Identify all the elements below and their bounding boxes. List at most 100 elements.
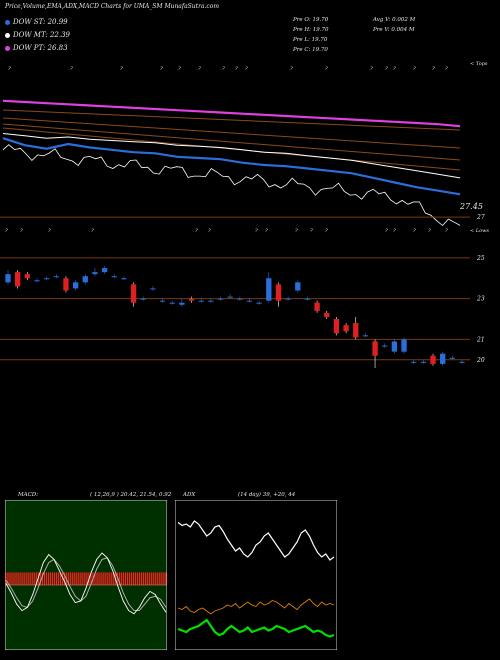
macd-hist-bar-69 xyxy=(145,572,147,585)
macd-hist-bar-67 xyxy=(140,572,143,585)
candle-body-19 xyxy=(188,298,195,301)
macd-hist-bar-33 xyxy=(72,572,74,585)
macd-hist-bar-64 xyxy=(134,572,137,585)
adx-chart xyxy=(175,500,337,650)
macd-hist-bar-26 xyxy=(57,572,60,585)
macd-hist-bar-37 xyxy=(80,572,82,585)
candle-body-9 xyxy=(92,272,98,275)
candle-body-1 xyxy=(15,272,21,287)
macd-hist-bar-74 xyxy=(155,572,157,585)
macd-hist-bar-24 xyxy=(53,572,56,585)
macd-hist-bar-42 xyxy=(90,572,92,585)
top-marker-16: ? xyxy=(445,66,448,72)
price-line xyxy=(2,144,461,227)
candle-body-34 xyxy=(333,319,340,334)
low-marker-12: ? xyxy=(393,228,396,234)
candle-body-13 xyxy=(130,284,137,303)
top-marker-12: ? xyxy=(385,66,388,72)
macd-hist-bar-56 xyxy=(118,572,120,585)
macd-hist-bar-78 xyxy=(163,572,165,585)
ema-series-dow-pt xyxy=(2,99,461,128)
candle-body-31 xyxy=(304,298,311,300)
top-marker-4: ? xyxy=(178,66,181,72)
macd-params: ( 12,26,9 ) 20.42, 21.54, 0.92 xyxy=(90,492,172,498)
ohlc-prev-volume: Pre V: 0.004 M xyxy=(373,27,415,33)
macd-hist-bar-79 xyxy=(165,572,167,585)
macd-hist-bar-51 xyxy=(108,572,110,585)
price-tick-0: 27 xyxy=(476,214,485,221)
low-marker-15: ? xyxy=(445,228,448,234)
candle-body-37 xyxy=(362,335,369,337)
candle-body-29 xyxy=(285,298,291,300)
macd-hist-bar-49 xyxy=(104,572,106,585)
macd-hist-bar-23 xyxy=(51,572,54,585)
candle-body-30 xyxy=(295,282,301,291)
macd-hist-bar-22 xyxy=(49,572,52,585)
macd-hist-bar-20 xyxy=(45,572,48,585)
candle-body-0 xyxy=(5,274,11,283)
candle-body-6 xyxy=(63,278,69,291)
macd-hist-bar-0 xyxy=(5,572,7,585)
candle-body-36 xyxy=(353,323,359,338)
macd-hist-bar-38 xyxy=(82,572,84,585)
macd-hist-bar-6 xyxy=(17,572,19,585)
candle-body-47 xyxy=(459,361,465,363)
macd-hist-bar-72 xyxy=(151,572,153,585)
macd-hist-bar-71 xyxy=(149,572,151,585)
candle-body-44 xyxy=(430,355,436,364)
macd-hist-bar-44 xyxy=(94,572,96,585)
low-marker-2: ? xyxy=(48,228,51,234)
candle-body-41 xyxy=(401,339,407,352)
ema-brown-line-1 xyxy=(2,117,461,149)
macd-hist-bar-63 xyxy=(132,572,135,585)
candle-body-28 xyxy=(275,284,282,301)
top-marker-8: ? xyxy=(245,66,248,72)
legend-dow-st: DOW ST: 20.99 xyxy=(5,18,68,26)
price-tick-2: 23 xyxy=(476,296,485,303)
macd-panel-bg xyxy=(5,500,167,650)
legend-dow-mt: DOW MT: 22.39 xyxy=(5,31,70,39)
low-marker-3: ? xyxy=(91,228,94,234)
top-marker-10: ? xyxy=(325,66,328,72)
top-marker-1: ? xyxy=(70,66,73,72)
macd-hist-bar-32 xyxy=(70,572,72,585)
macd-hist-bar-47 xyxy=(100,572,102,585)
ema-brown-line-2 xyxy=(2,123,461,161)
candle-body-3 xyxy=(34,280,40,282)
macd-hist-bar-65 xyxy=(136,572,139,585)
low-marker-14: ? xyxy=(428,228,431,234)
macd-hist-bar-45 xyxy=(96,572,98,585)
macd-line xyxy=(5,552,167,615)
top-marker-14: ? xyxy=(413,66,416,72)
adx-line-green xyxy=(177,618,335,638)
macd-title: MACD: xyxy=(18,492,39,498)
price-tick-1: 25 xyxy=(476,255,485,262)
adx-panel-bg xyxy=(175,500,337,650)
candle-body-15 xyxy=(150,288,156,290)
candle-body-45 xyxy=(440,353,446,364)
macd-hist-bar-60 xyxy=(126,572,129,585)
macd-hist-bar-76 xyxy=(159,572,161,585)
ema-brown-line-0 xyxy=(2,109,461,131)
last-price-label: 27.45 xyxy=(459,202,483,211)
low-marker-10: ? xyxy=(325,228,328,234)
candle-body-5 xyxy=(53,276,59,278)
macd-hist-bar-53 xyxy=(112,572,114,585)
candle-body-26 xyxy=(256,302,262,304)
low-marker-13: ? xyxy=(413,228,416,234)
candle-body-27 xyxy=(266,278,272,301)
macd-hist-bar-58 xyxy=(122,572,124,585)
candle-body-40 xyxy=(391,341,398,352)
macd-hist-bar-34 xyxy=(74,572,76,585)
low-marker-7: ? xyxy=(265,228,268,234)
candle-body-2 xyxy=(24,274,30,279)
macd-hist-bar-11 xyxy=(27,572,29,585)
macd-hist-bar-75 xyxy=(157,572,159,585)
candle-body-46 xyxy=(449,357,455,359)
low-marker-9: ? xyxy=(310,228,313,234)
price-chart: ????????????????? 27 25 23 21 20????????????… xyxy=(0,61,489,368)
legend-label-st: DOW ST: 20.99 xyxy=(13,18,68,26)
macd-hist-bar-25 xyxy=(55,572,58,585)
macd-hist-bar-14 xyxy=(33,572,35,585)
ohlc-low: Pre L: 19.70 xyxy=(293,37,328,43)
